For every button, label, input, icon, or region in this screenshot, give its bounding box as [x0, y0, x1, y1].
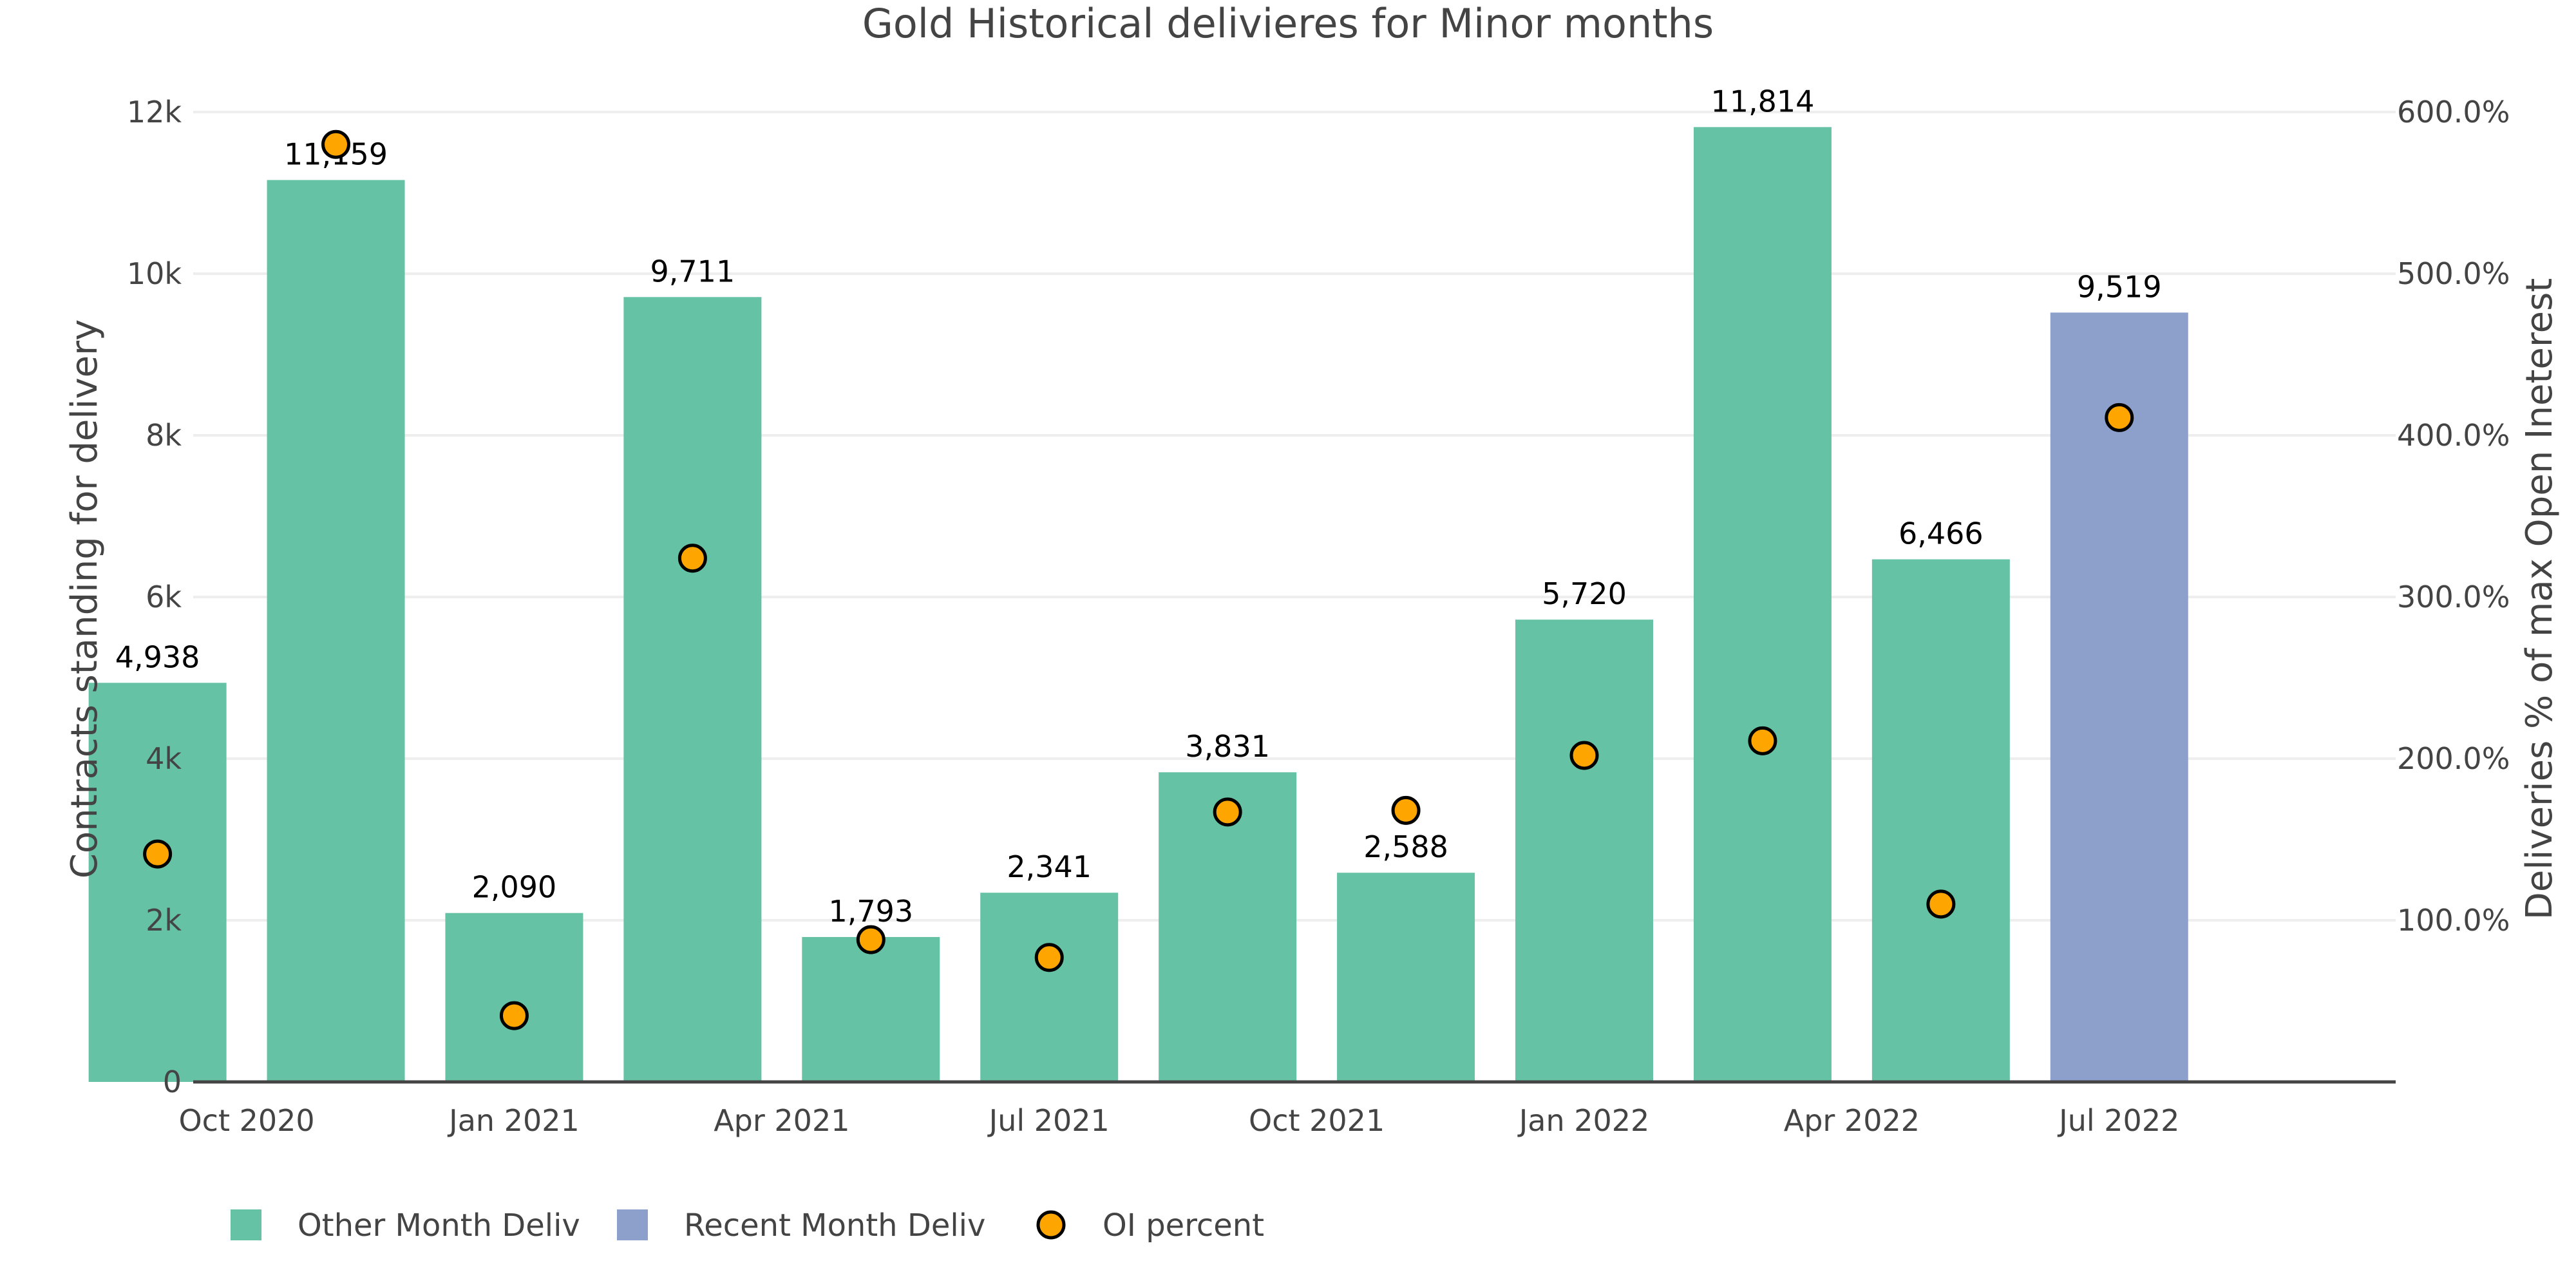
legend-label: OI percent: [1103, 1208, 1264, 1244]
bar-value-label: 2,090: [472, 870, 557, 905]
bar-value-label: 5,720: [1542, 576, 1627, 611]
oi-percent-point: [677, 544, 707, 573]
legend-label: Recent Month Deliv: [684, 1208, 985, 1244]
x-tick-label: Jan 2021: [447, 1103, 580, 1138]
legend-swatch: [231, 1209, 261, 1240]
y-tick-label: 8k: [146, 418, 182, 453]
oi-percent-point: [856, 925, 886, 954]
legend-item[interactable]: OI percent: [1036, 1208, 1264, 1244]
x-tick-label: Oct 2021: [1249, 1103, 1385, 1138]
y2-tick-label: 100.0%: [2397, 903, 2510, 938]
y-axis-title: Contracts standing for delivery: [64, 319, 106, 878]
legend-label: Other Month Deliv: [298, 1208, 580, 1244]
bar-value-label: 2,341: [1007, 849, 1092, 884]
x-axis-ticks: Oct 2020 Jan 2021 Apr 2021 Jul 2021 Oct 2021…: [178, 1103, 2179, 1138]
bar-value-label: 6,466: [1899, 516, 1984, 551]
y2-tick-label: 400.0%: [2397, 418, 2510, 453]
bar-other-month: [1871, 559, 2010, 1082]
bar-other-month: [88, 683, 227, 1082]
oi-percent-point: [1926, 889, 1956, 919]
bar-value-label: 9,519: [2077, 269, 2162, 304]
oi-percent-point: [2105, 402, 2134, 432]
bar-value-label: 11,814: [1710, 84, 1814, 118]
legend: Other Month Deliv Recent Month Deliv OI pe…: [231, 1208, 1264, 1244]
y2-axis-ticks: 100.0% 200.0% 300.0% 400.0% 500.0% 600.0%: [2397, 95, 2510, 938]
bar-other-month: [1693, 127, 1832, 1082]
y-tick-label: 2k: [146, 903, 182, 938]
x-tick-label: Jan 2022: [1517, 1103, 1650, 1138]
bar-other-month: [267, 180, 405, 1082]
bar-other-month: [623, 297, 762, 1082]
bars: [88, 127, 2188, 1083]
x-tick-label: Jul 2022: [2057, 1103, 2179, 1138]
oi-percent-point: [1391, 795, 1421, 825]
bar-value-label: 1,793: [828, 894, 913, 929]
legend-item[interactable]: Other Month Deliv: [231, 1208, 580, 1244]
bar-other-month: [980, 893, 1119, 1082]
legend-marker: [1036, 1210, 1066, 1240]
y-tick-label: 10k: [127, 256, 182, 291]
bar-value-label: 3,831: [1185, 729, 1270, 764]
y2-axis-title: Deliveries % of max Open Ineterest: [2519, 278, 2561, 920]
legend-swatch: [617, 1209, 648, 1240]
gridlines: [193, 111, 2396, 922]
y2-tick-label: 500.0%: [2397, 256, 2510, 291]
x-tick-label: Jul 2021: [987, 1103, 1110, 1138]
x-tick-label: Apr 2021: [714, 1103, 849, 1138]
oi-percent-point: [1213, 797, 1242, 827]
oi-percent-point: [1748, 726, 1777, 755]
x-tick-label: Oct 2020: [178, 1103, 314, 1138]
bar-value-label: 2,588: [1363, 829, 1448, 864]
bar-value-label: 4,938: [115, 639, 200, 674]
y-tick-label: 6k: [146, 580, 182, 614]
bar-other-month: [1515, 620, 1653, 1082]
bar-labels: 4,93811,1592,0909,7111,7932,3413,8312,58…: [115, 84, 2162, 929]
y-tick-label: 0: [163, 1065, 182, 1099]
oi-percent-point: [1034, 943, 1064, 972]
y2-tick-label: 600.0%: [2397, 95, 2510, 129]
oi-percent-point: [1569, 741, 1599, 770]
oi-percent-point: [143, 839, 173, 869]
bar-other-month: [1337, 873, 1475, 1082]
chart-title: Gold Historical delivieres for Minor mon…: [862, 0, 1714, 47]
bar-value-label: 9,711: [650, 254, 735, 289]
y-axis-ticks: 0 2k 4k 6k 8k 10k 12k: [127, 95, 182, 1099]
y2-tick-label: 300.0%: [2397, 580, 2510, 614]
y-tick-label: 4k: [146, 741, 182, 776]
bar-other-month: [802, 936, 940, 1082]
oi-percent-point: [321, 129, 351, 159]
bar-other-month: [445, 913, 583, 1082]
oi-points: [143, 129, 2134, 1030]
x-tick-label: Apr 2022: [1784, 1103, 1920, 1138]
legend-item[interactable]: Recent Month Deliv: [617, 1208, 985, 1244]
oi-percent-point: [499, 1001, 529, 1030]
y-tick-label: 12k: [127, 95, 182, 129]
y2-tick-label: 200.0%: [2397, 741, 2510, 776]
bar-recent-month: [2050, 312, 2188, 1083]
